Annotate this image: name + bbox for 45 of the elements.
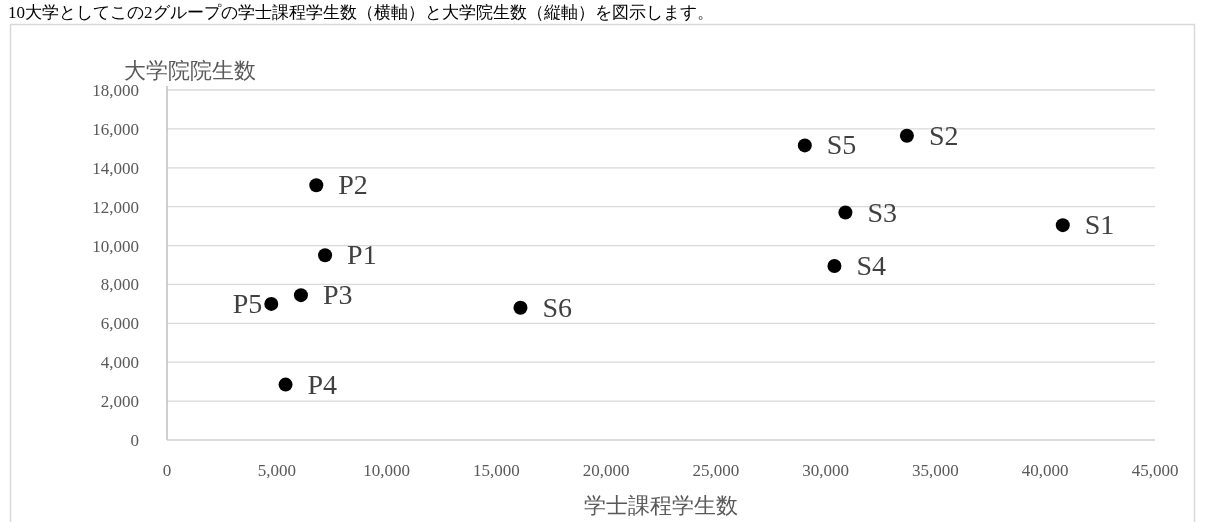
y-tick-label: 14,000: [92, 158, 139, 178]
y-tick-label: 4,000: [100, 353, 139, 373]
y-tick-label: 2,000: [100, 392, 139, 412]
x-tick-label: 25,000: [692, 461, 740, 480]
y-tick-label: 18,000: [92, 81, 139, 100]
point: [264, 296, 279, 311]
x-tick-label: 35,000: [912, 461, 959, 480]
point: [899, 128, 914, 143]
series-label: P3: [322, 279, 353, 311]
series-label: S3: [867, 196, 897, 228]
series-label: P1: [347, 239, 377, 271]
series-label: S4: [856, 249, 887, 281]
point: [797, 138, 812, 153]
y-tick-label: 8,000: [100, 275, 139, 295]
x-tick-label: 45,000: [1131, 461, 1179, 480]
x-tick-label: 20,000: [582, 461, 630, 480]
point: [827, 258, 842, 273]
point: [838, 205, 853, 220]
x-tick-label: 40,000: [1021, 461, 1069, 480]
x-axis-title: 学士課程学生数: [584, 493, 738, 518]
point: [513, 300, 528, 315]
y-tick-label: 10,000: [92, 236, 139, 256]
x-tick-label: 30,000: [802, 461, 850, 480]
chart-title: 10大学としてこの2グループの学士課程学生数（横軸）と大学院生数（縦軸）を図示します。: [8, 3, 714, 22]
y-tick-label: 16,000: [92, 119, 139, 139]
point: [309, 178, 324, 193]
series-label: S6: [542, 291, 573, 323]
y-tick-label: 12,000: [92, 197, 139, 217]
point: [278, 377, 293, 392]
series-label: P4: [307, 368, 338, 400]
series-label: S5: [826, 129, 857, 161]
y-tick-label: 6,000: [100, 314, 139, 334]
y-tick-label: 0: [130, 431, 139, 450]
x-tick-label: 15,000: [472, 461, 520, 480]
point: [318, 248, 333, 263]
x-tick-label: 5,000: [257, 461, 296, 480]
y-axis-title: 大学院院生数: [124, 58, 256, 83]
x-tick-label: 10,000: [363, 461, 410, 480]
point: [293, 288, 308, 303]
point: [1055, 218, 1070, 233]
series-label: P5: [232, 287, 263, 319]
x-tick-label: 0: [162, 461, 172, 480]
series-label: S1: [1084, 209, 1115, 241]
series-label: S2: [928, 119, 959, 151]
series-label: P2: [338, 169, 368, 201]
